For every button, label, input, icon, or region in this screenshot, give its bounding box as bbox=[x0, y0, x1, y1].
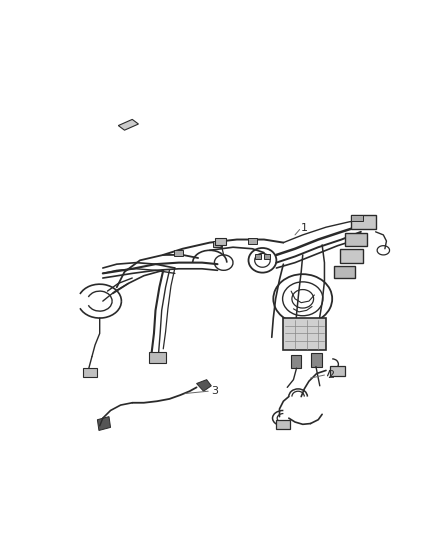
Bar bbox=[215, 238, 226, 245]
Bar bbox=[334, 265, 356, 278]
Polygon shape bbox=[97, 417, 110, 431]
Text: 2: 2 bbox=[328, 370, 335, 380]
Bar bbox=[213, 241, 222, 247]
Bar bbox=[83, 368, 97, 377]
Bar bbox=[351, 215, 376, 229]
Bar bbox=[283, 318, 326, 350]
Bar bbox=[351, 215, 363, 221]
Polygon shape bbox=[197, 379, 211, 391]
Bar bbox=[174, 251, 184, 256]
Bar bbox=[149, 352, 166, 363]
Text: 3: 3 bbox=[211, 386, 218, 396]
Bar bbox=[330, 366, 346, 376]
Bar bbox=[264, 254, 270, 259]
Bar bbox=[340, 249, 363, 263]
Polygon shape bbox=[118, 119, 138, 130]
Bar bbox=[248, 238, 257, 244]
Bar bbox=[255, 254, 261, 259]
Polygon shape bbox=[311, 353, 322, 367]
Polygon shape bbox=[291, 355, 301, 368]
Bar bbox=[346, 233, 367, 246]
Bar bbox=[276, 419, 290, 429]
Text: 1: 1 bbox=[301, 223, 308, 233]
